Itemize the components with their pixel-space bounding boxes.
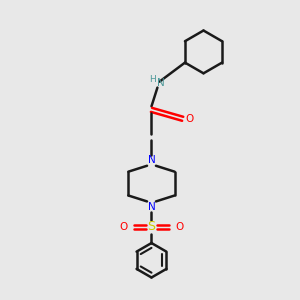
Text: S: S [148,220,155,233]
Text: N: N [158,78,165,88]
Text: N: N [148,202,155,212]
Text: H: H [149,75,156,84]
Text: O: O [175,222,184,232]
Text: N: N [148,155,155,165]
Text: O: O [185,114,194,124]
Text: O: O [119,222,128,232]
